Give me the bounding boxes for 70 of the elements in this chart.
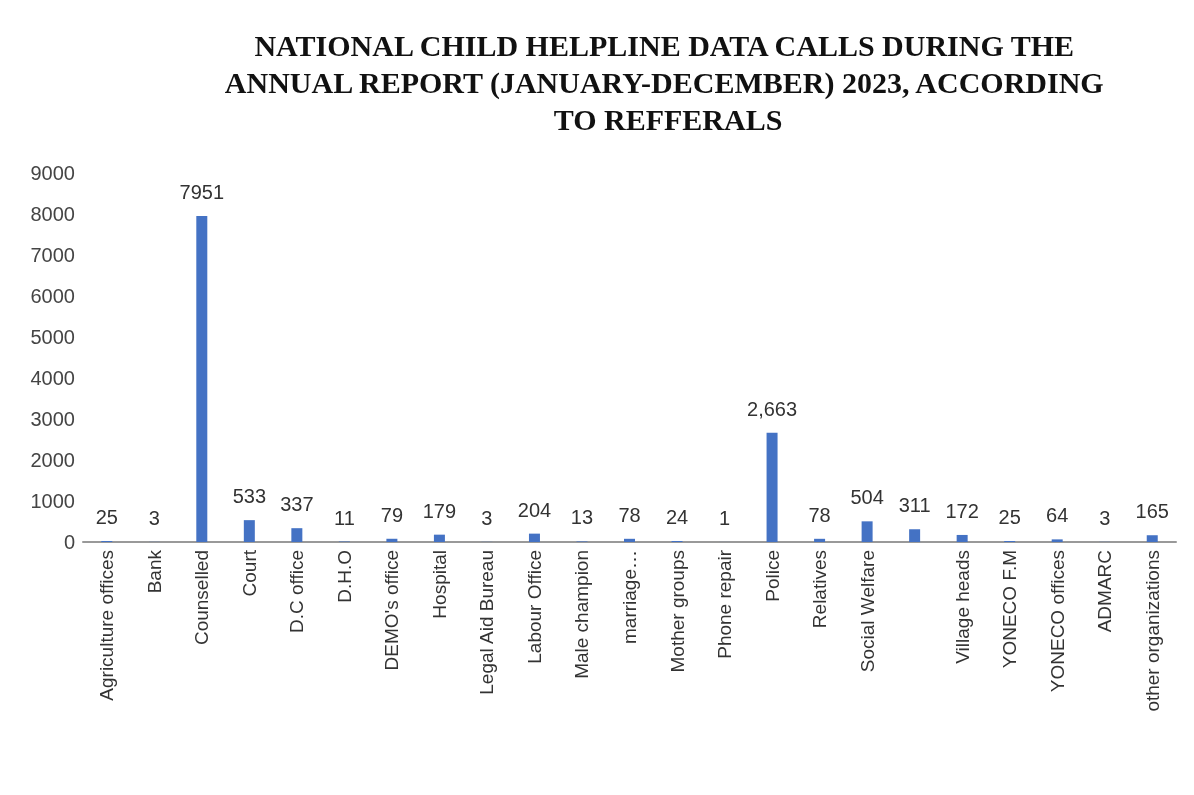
- y-tick-label: 8000: [30, 203, 75, 225]
- data-label: 2,663: [747, 397, 798, 420]
- x-tick-label: Court: [238, 549, 260, 597]
- data-label: 533: [232, 485, 267, 508]
- bar: [291, 528, 303, 542]
- bar: [909, 529, 921, 542]
- x-tick-label: marriage…: [619, 550, 640, 644]
- x-tick-label: Relatives: [809, 550, 831, 629]
- bar: [243, 520, 255, 542]
- bar: [528, 533, 540, 542]
- data-label: 3: [148, 506, 160, 529]
- x-tick-label: Agriculture offices: [96, 550, 118, 701]
- data-label: 204: [517, 498, 552, 521]
- data-label: 1: [718, 506, 731, 529]
- bar: [861, 521, 873, 542]
- x-tick-label: Labour Office: [523, 550, 545, 664]
- x-tick-label: Hospital: [428, 550, 450, 619]
- x-tick-label: Village heads: [951, 550, 973, 664]
- bar: [1051, 539, 1063, 542]
- data-label: 78: [618, 503, 641, 526]
- bar: [624, 538, 635, 542]
- x-tick-label: Mother groups: [666, 550, 688, 673]
- x-tick-label: ADMARC: [1094, 550, 1116, 633]
- y-tick-label: 3000: [30, 408, 75, 430]
- x-tick-label: DEMO's office: [381, 550, 403, 671]
- x-tick-label: Police: [761, 550, 783, 602]
- y-tick-label: 7000: [30, 244, 75, 266]
- x-tick-label: Social Welfare: [856, 550, 878, 673]
- x-tick-label: Phone repair: [714, 549, 736, 659]
- data-label: 3: [1099, 506, 1111, 529]
- x-tick-label: Counselled: [191, 550, 213, 646]
- data-label: 165: [1135, 500, 1169, 523]
- bar: [433, 534, 445, 542]
- x-tick-label: D.C office: [286, 550, 308, 634]
- y-tick-label: 6000: [30, 285, 75, 307]
- data-label: 64: [1046, 504, 1069, 527]
- y-tick-label: 0: [63, 531, 75, 553]
- y-tick-label: 4000: [30, 367, 75, 389]
- y-tick-label: 9000: [30, 162, 75, 184]
- data-label: 311: [898, 494, 931, 517]
- data-label: 11: [333, 506, 355, 529]
- bar: [386, 538, 398, 542]
- x-tick-label: YONECO F.M: [999, 550, 1021, 669]
- x-tick-label: Male champion: [571, 550, 593, 679]
- data-label: 13: [570, 506, 594, 529]
- x-tick-label: Legal Aid Bureau: [476, 550, 498, 695]
- x-tick-label: other organizations: [1141, 550, 1163, 712]
- bar: [766, 432, 778, 542]
- data-label: 7951: [179, 181, 225, 204]
- bar: [814, 538, 826, 542]
- x-tick-label: D.H.O: [333, 550, 355, 603]
- x-tick-label: YONECO offices: [1046, 550, 1068, 693]
- bar: [956, 534, 968, 542]
- data-label: 25: [95, 505, 118, 528]
- y-tick-label: 1000: [30, 490, 75, 512]
- data-label: 172: [945, 499, 979, 522]
- data-label: 337: [280, 493, 314, 516]
- x-tick-label: Bank: [143, 549, 165, 594]
- data-label: 25: [998, 505, 1021, 528]
- chart-title: NATIONAL CHILD HELPLINE DATA CALLS DURING THE ANNUAL REPORT (JANUARY-DECEMBER) 2023, ACCORDING TO REFFERALS: [224, 29, 1112, 136]
- data-label: 24: [665, 506, 689, 529]
- y-tick-label: 2000: [30, 449, 75, 471]
- data-label: 78: [808, 503, 831, 526]
- bar: [1146, 535, 1158, 542]
- data-label: 3: [481, 506, 493, 529]
- data-label: 504: [850, 486, 884, 509]
- data-label: 79: [380, 503, 404, 526]
- data-label: 179: [422, 499, 457, 522]
- y-tick-label: 5000: [30, 326, 75, 348]
- bar: [196, 216, 208, 542]
